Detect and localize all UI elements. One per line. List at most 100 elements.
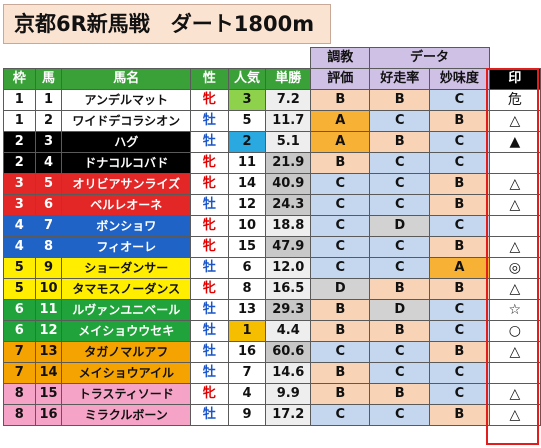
uma-number-cell: 1 [34,89,63,111]
sex-cell: 牝 [190,89,229,111]
horse-name-cell: ワイドデコラシオン [61,110,192,132]
table-row: 5 9 ショーダンサー牡 6 12.0 C C A ◎ [3,257,541,279]
mark-cell: △ [488,194,541,216]
popularity-cell: 16 [227,341,267,363]
horse-name-cell: タガノマルアフ [61,341,192,363]
uma-number-cell: 15 [34,383,63,405]
taste-grade-cell: C [429,299,490,321]
eval-grade-cell: D [310,278,371,300]
popularity-cell: 15 [227,236,267,258]
mark-cell: △ [488,383,541,405]
horse-name-cell: ショーダンサー [61,257,192,279]
popularity-cell: 6 [227,257,267,279]
popularity-cell: 7 [227,362,267,384]
odds-cell: 14.6 [265,362,312,384]
eval-grade-cell: A [310,110,371,132]
taste-grade-cell: C [429,152,490,174]
horse-name-cell: タマモスノーダンス [61,278,192,300]
table-row: 1 2 ワイドデコラシオン牡 5 11.7 A C B △ [3,110,541,132]
win-rate-grade-cell: B [369,278,431,300]
popularity-cell: 3 [227,89,267,111]
popularity-cell: 14 [227,173,267,195]
sex-cell: 牡 [190,320,229,342]
table-row: 4 8 フィオーレ牝 15 47.9 C C B △ [3,236,541,258]
mark-cell: 危 [488,89,541,111]
table-row: 1 1 アンデルマット牝 3 7.2 B B C 危 [3,89,541,111]
odds-cell: 47.9 [265,236,312,258]
taste-grade-cell: C [429,89,490,111]
header-popularity: 人気 [227,68,267,90]
eval-grade-cell: B [310,362,371,384]
waku-cell: 1 [3,110,36,132]
taste-grade-cell: B [429,404,490,426]
sex-cell: 牡 [190,299,229,321]
uma-number-cell: 14 [34,362,63,384]
mark-cell [488,362,541,384]
sex-cell: 牝 [190,173,229,195]
win-rate-grade-cell: D [369,215,431,237]
sex-cell: 牡 [190,110,229,132]
table-row: 2 3 ハグ牡 2 5.1 A B C ▲ [3,131,541,153]
uma-number-cell: 3 [34,131,63,153]
header-mark: 印 [488,68,541,90]
horse-name-cell: ルヴァンユニベール [61,299,192,321]
taste-grade-cell: C [429,320,490,342]
header-chokyo-group: 調教 [310,47,371,69]
uma-number-cell: 13 [34,341,63,363]
horse-name-cell: アンデルマット [61,89,192,111]
table-row: 3 5 オリビアサンライズ牝 14 40.9 C C B △ [3,173,541,195]
uma-number-cell: 6 [34,194,63,216]
popularity-cell: 10 [227,215,267,237]
table-row: 6 11 ルヴァンユニベール牡 13 29.3 B D C ☆ [3,299,541,321]
header-uma: 馬 [34,68,63,90]
sex-cell: 牝 [190,278,229,300]
mark-cell: ○ [488,320,541,342]
win-rate-grade-cell: B [369,131,431,153]
popularity-cell: 11 [227,152,267,174]
waku-cell: 4 [3,215,36,237]
mark-cell: △ [488,173,541,195]
uma-number-cell: 9 [34,257,63,279]
win-rate-grade-cell: C [369,152,431,174]
taste-grade-cell: B [429,236,490,258]
taste-grade-cell: B [429,278,490,300]
horse-name-cell: ドナコルコバド [61,152,192,174]
win-rate-grade-cell: C [369,173,431,195]
popularity-cell: 1 [227,320,267,342]
taste-grade-cell: C [429,383,490,405]
popularity-cell: 8 [227,278,267,300]
waku-cell: 3 [3,173,36,195]
sex-cell: 牝 [190,152,229,174]
taste-grade-cell: C [429,215,490,237]
header-waku: 枠 [3,68,36,90]
taste-grade-cell: B [429,173,490,195]
horse-name-cell: ハグ [61,131,192,153]
popularity-cell: 12 [227,194,267,216]
mark-cell: △ [488,341,541,363]
sex-cell: 牡 [190,362,229,384]
horse-name-cell: メイショウウセキ [61,320,192,342]
win-rate-grade-cell: C [369,194,431,216]
mark-cell: △ [488,404,541,426]
eval-grade-cell: B [310,89,371,111]
taste-grade-cell: B [429,194,490,216]
horse-name-cell: フィオーレ [61,236,192,258]
waku-cell: 1 [3,89,36,111]
mark-cell: △ [488,110,541,132]
waku-cell: 8 [3,404,36,426]
popularity-cell: 2 [227,131,267,153]
odds-cell: 40.9 [265,173,312,195]
table-row: 7 13 タガノマルアフ牡 16 60.6 C C B △ [3,341,541,363]
eval-grade-cell: B [310,320,371,342]
uma-number-cell: 7 [34,215,63,237]
win-rate-grade-cell: C [369,362,431,384]
eval-grade-cell: C [310,173,371,195]
waku-cell: 7 [3,341,36,363]
taste-grade-cell: B [429,110,490,132]
odds-cell: 9.9 [265,383,312,405]
waku-cell: 7 [3,362,36,384]
horse-name-cell: ミラクルボーン [61,404,192,426]
waku-cell: 2 [3,131,36,153]
sex-cell: 牡 [190,404,229,426]
horse-name-cell: ボンショワ [61,215,192,237]
